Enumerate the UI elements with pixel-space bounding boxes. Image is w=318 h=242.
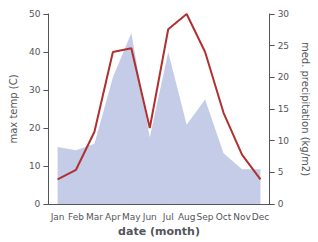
svg-text:25: 25 [278,41,289,51]
svg-text:20: 20 [29,123,41,133]
svg-text:10: 10 [278,136,290,146]
svg-text:10: 10 [29,161,41,171]
svg-text:5: 5 [278,167,284,177]
svg-text:40: 40 [29,47,41,57]
svg-text:Aug: Aug [178,212,196,222]
svg-text:Jan: Jan [50,212,65,222]
svg-text:0: 0 [278,199,284,209]
svg-text:date (month): date (month) [118,225,200,238]
svg-text:50: 50 [29,9,41,19]
svg-text:May: May [122,212,141,222]
svg-text:Dec: Dec [252,212,269,222]
svg-text:0: 0 [35,199,41,209]
svg-text:max temp (C): max temp (C) [8,74,19,143]
svg-text:Nov: Nov [233,212,251,222]
svg-text:Apr: Apr [105,212,121,222]
svg-text:Oct: Oct [216,212,232,222]
svg-text:20: 20 [278,72,290,82]
svg-text:Mar: Mar [86,212,103,222]
svg-text:Feb: Feb [68,212,84,222]
svg-text:Jul: Jul [162,212,174,222]
svg-text:Sep: Sep [197,212,214,222]
svg-text:30: 30 [29,85,41,95]
svg-text:med. precipitation (kg/m2): med. precipitation (kg/m2) [300,42,311,176]
svg-text:15: 15 [278,104,289,114]
svg-text:Jun: Jun [142,212,157,222]
svg-text:30: 30 [278,9,290,19]
